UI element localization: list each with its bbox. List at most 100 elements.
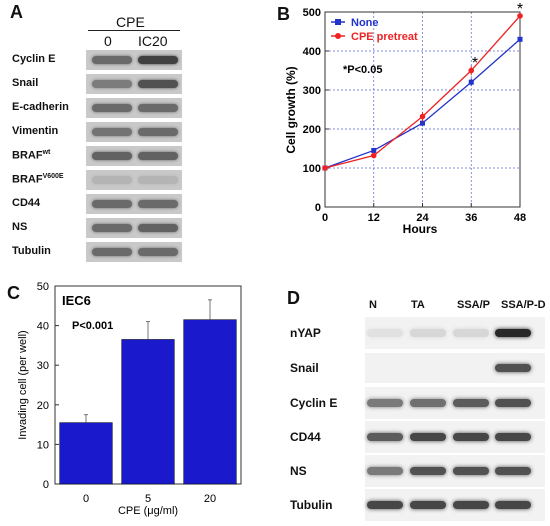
x-axis-title: CPE (μg/ml) xyxy=(118,505,178,517)
y-tick-label: 400 xyxy=(303,46,321,58)
data-point-cpe-pretreat xyxy=(468,67,475,74)
significance-star-48h: * xyxy=(517,1,523,18)
y-tick-label: 40 xyxy=(37,321,49,333)
band xyxy=(453,501,489,509)
chart-title: IEC6 xyxy=(62,293,91,308)
band xyxy=(92,224,132,232)
data-point-cpe-pretreat xyxy=(419,113,426,120)
blot-strip-snail xyxy=(365,353,545,383)
blot-strip-tubulin xyxy=(365,489,545,521)
panel-a-blot: CPE 0 IC20 Cyclin E Snail E-cadherin Viment… xyxy=(0,0,190,270)
significance-star-36h: * xyxy=(472,55,478,72)
growth-line-chart: 0 12 24 36 48 0 100 200 300 400 500 Cell growth (%… xyxy=(284,1,526,235)
x-tick-label: 0 xyxy=(322,212,328,224)
panel-c-label: C xyxy=(7,283,20,303)
row-label-ns: NS xyxy=(290,464,307,478)
row-label-cyclin-e: Cyclin E xyxy=(12,53,56,65)
y-tick-label: 30 xyxy=(37,360,49,372)
y-tick-label: 500 xyxy=(303,7,321,19)
band xyxy=(138,104,178,112)
panel-d-label: D xyxy=(287,288,300,308)
lane-ta-label: TA xyxy=(411,299,425,311)
row-label-nyap: nYAP xyxy=(290,326,321,340)
row-label-ns: NS xyxy=(12,221,28,233)
band xyxy=(495,329,531,337)
blot-strip-braf-v600e xyxy=(86,170,182,190)
blot-strip-braf-wt xyxy=(86,146,182,166)
row-label-cyclin-e: Cyclin E xyxy=(290,396,338,410)
band xyxy=(92,176,132,184)
row-label-e-cadherin: E-cadherin xyxy=(12,101,69,113)
invasion-bar-chart: 0 10 20 30 40 50 0 5 20 IEC6 P<0.001 Invading ce… xyxy=(17,281,242,517)
band xyxy=(92,128,132,136)
band xyxy=(410,399,446,407)
band xyxy=(410,467,446,475)
band xyxy=(138,128,178,136)
y-tick-label: 10 xyxy=(37,439,49,451)
y-tick-label: 0 xyxy=(315,202,321,214)
blot-strip-cyclin-e xyxy=(86,50,182,70)
row-label-cd44: CD44 xyxy=(12,197,41,209)
band xyxy=(367,433,403,441)
band xyxy=(138,56,178,64)
row-label-braf-v600e: BRAFV600E xyxy=(12,173,64,186)
x-tick-label: 20 xyxy=(204,493,216,505)
x-tick-label: 0 xyxy=(83,493,89,505)
grid xyxy=(325,12,520,207)
blot-strip-e-cadherin xyxy=(86,98,182,118)
legend-none-label: None xyxy=(351,17,379,29)
band xyxy=(138,248,178,256)
band xyxy=(495,364,531,372)
band xyxy=(495,501,531,509)
band xyxy=(495,399,531,407)
legend-none-marker xyxy=(335,19,341,25)
band xyxy=(495,433,531,441)
y-tick-label: 50 xyxy=(37,281,49,293)
row-label-cd44: CD44 xyxy=(290,430,321,444)
blot-strip-ns xyxy=(86,218,182,238)
data-point-cpe-pretreat xyxy=(370,152,377,159)
panel-a-label: A xyxy=(10,2,23,22)
row-label-snail: Snail xyxy=(290,361,319,375)
row-label-tubulin: Tubulin xyxy=(12,245,51,257)
y-tick-label: 0 xyxy=(43,479,49,491)
data-point-cpe-pretreat xyxy=(322,165,328,171)
band xyxy=(92,248,132,256)
row-label-vimentin: Vimentin xyxy=(12,125,59,137)
x-axis-title: Hours xyxy=(403,222,438,235)
band xyxy=(138,200,178,208)
cpe-header: CPE xyxy=(116,14,145,30)
band xyxy=(410,433,446,441)
row-label-braf-wt: BRAFwt xyxy=(12,149,51,162)
x-tick-label: 36 xyxy=(465,212,477,224)
row-label-snail: Snail xyxy=(12,77,39,89)
bar-5 xyxy=(121,339,175,485)
band xyxy=(92,56,132,64)
data-point-none xyxy=(517,36,523,42)
significance-note: *P<0.05 xyxy=(343,64,382,76)
blot-strip-snail xyxy=(86,74,182,94)
data-point-cpe-pretreat xyxy=(517,13,523,19)
band xyxy=(92,80,132,88)
band xyxy=(92,104,132,112)
lane-n-label: N xyxy=(369,299,377,311)
x-tick-label: 12 xyxy=(368,212,380,224)
x-tick-label: 48 xyxy=(514,212,526,224)
band xyxy=(367,501,403,509)
y-tick-label: 100 xyxy=(303,163,321,175)
band xyxy=(138,80,178,88)
panel-b-label: B xyxy=(277,4,290,24)
band xyxy=(138,224,178,232)
lane-ssap-label: SSA/P xyxy=(457,299,491,311)
lane-ic20-label: IC20 xyxy=(138,33,168,49)
y-axis-title: Cell growth (%) xyxy=(284,66,298,153)
y-tick-label: 300 xyxy=(303,85,321,97)
band xyxy=(367,399,403,407)
x-tick-label: 24 xyxy=(416,212,429,224)
bar-20 xyxy=(183,319,237,485)
y-tick-label: 20 xyxy=(37,400,49,412)
band xyxy=(92,200,132,208)
lane-ssapd-label: SSA/P-D xyxy=(501,299,546,311)
band xyxy=(367,329,403,337)
blot-strip-cyclin-e xyxy=(365,387,545,419)
